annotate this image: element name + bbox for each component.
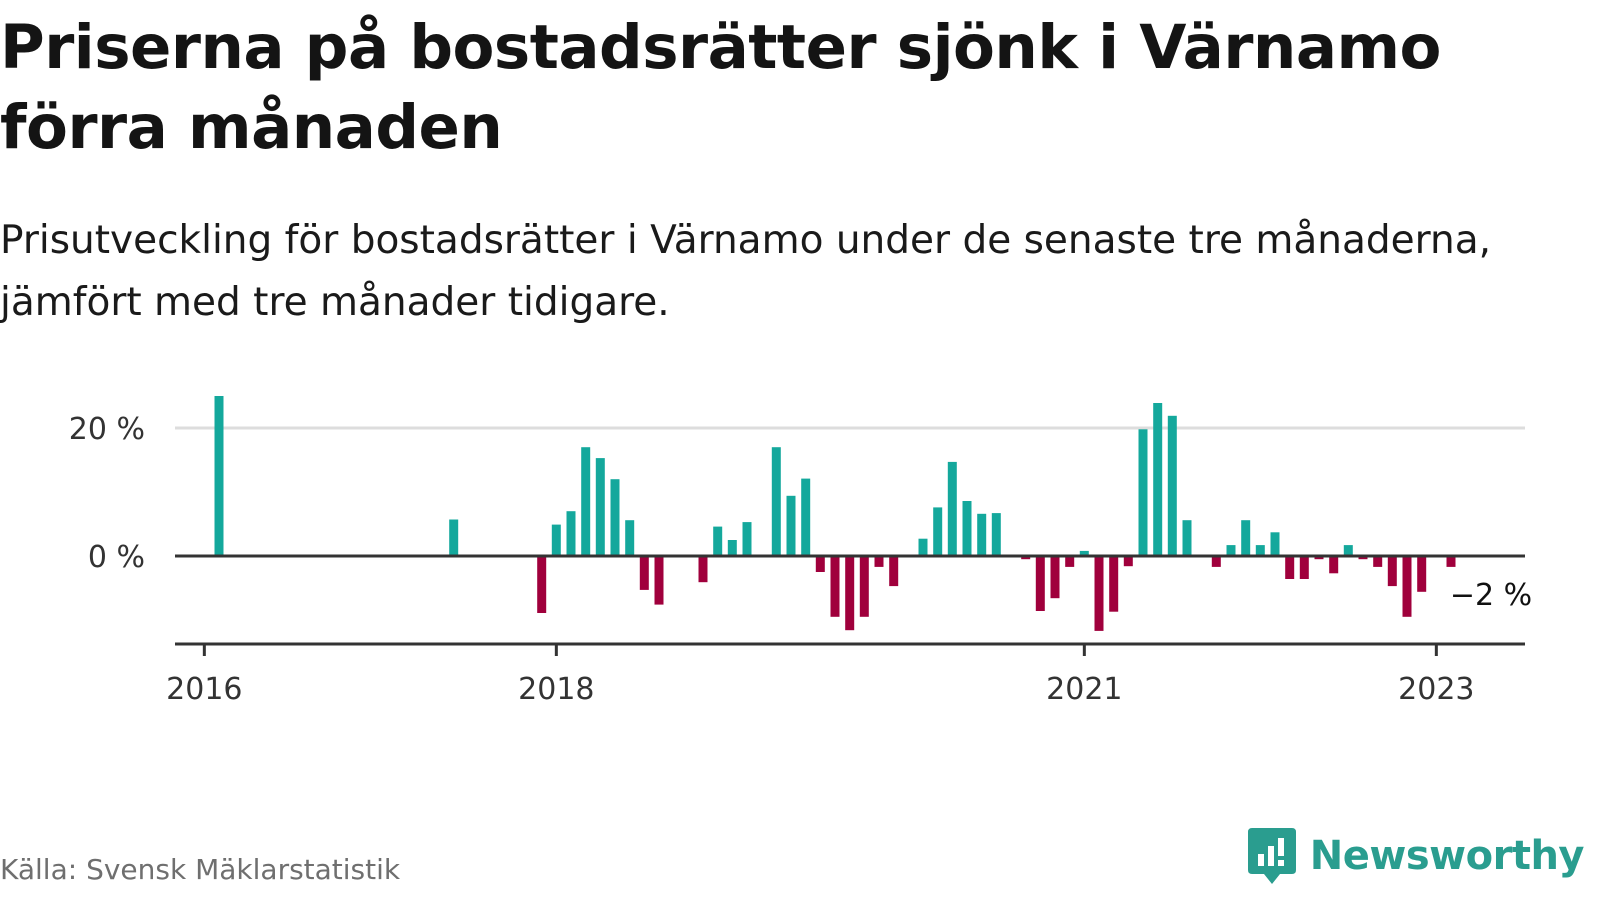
bar [874, 556, 884, 567]
bars [214, 396, 1456, 631]
bar [918, 538, 928, 556]
bar [1226, 545, 1236, 556]
bar [1329, 556, 1339, 574]
bar [551, 524, 561, 556]
bar [1417, 556, 1427, 592]
bar [1343, 545, 1353, 556]
bar [786, 495, 796, 556]
bar [566, 511, 576, 556]
x-tick-label: 2018 [518, 672, 594, 707]
bar [537, 556, 547, 613]
bar [1270, 532, 1280, 556]
bar [889, 556, 899, 587]
bar [610, 479, 620, 556]
chart-badge-icon [1247, 828, 1296, 884]
bar [639, 556, 649, 590]
x-tick-label: 2023 [1398, 672, 1474, 707]
latest-value-annotation: −2 % [1450, 578, 1532, 613]
brand-name: Newsworthy [1309, 833, 1585, 879]
bar [1446, 556, 1456, 567]
bar [991, 513, 1001, 556]
chart-subtitle: Prisutveckling för bostadsrätter i Värna… [0, 218, 1492, 325]
bar [1299, 556, 1309, 579]
bar [1109, 556, 1119, 612]
source-note: Källa: Svensk Mäklarstatistik [0, 853, 401, 886]
bar [727, 540, 737, 556]
labels: 0 % 20 % 2016 2018 2021 2023 −2 % [69, 412, 1539, 707]
bar [1358, 556, 1368, 560]
bar [1050, 556, 1060, 599]
bar [1285, 556, 1295, 579]
bar [771, 447, 781, 556]
bar [1153, 403, 1163, 556]
bar [1094, 556, 1104, 631]
bar [962, 501, 972, 556]
bar [1021, 556, 1031, 560]
bar [1314, 556, 1324, 560]
bar [1065, 556, 1075, 567]
bar [595, 458, 605, 556]
bar [801, 478, 811, 556]
bar [845, 556, 855, 631]
bar [214, 396, 224, 556]
bar [581, 447, 591, 556]
chart-title: Priserna på bostadsrätter sjönk i Värnam… [0, 12, 1441, 163]
bar [859, 556, 869, 617]
bar [1182, 520, 1192, 556]
bar [977, 513, 987, 556]
x-tick-label: 2021 [1046, 672, 1122, 707]
y-tick-label: 0 % [88, 540, 145, 575]
brand-logo[interactable]: Newsworthy [1246, 826, 1585, 886]
bar [1167, 415, 1177, 556]
bar [1402, 556, 1412, 617]
bar [947, 461, 957, 556]
y-tick-label: 20 % [69, 412, 145, 447]
bar [654, 556, 664, 605]
bar [1138, 429, 1148, 556]
bar [742, 522, 752, 556]
bar [1255, 545, 1265, 556]
bar-chart: 0 % 20 % 2016 2018 2021 2023 −2 % [69, 396, 1539, 707]
bar [698, 556, 708, 583]
x-tick-label: 2016 [166, 672, 242, 707]
bar [449, 519, 459, 556]
bar [830, 556, 840, 617]
bar [1387, 556, 1397, 587]
bar [1079, 550, 1089, 556]
bar [1123, 556, 1133, 567]
bar [713, 526, 723, 556]
annotation-background [1445, 576, 1539, 613]
bar [815, 556, 825, 572]
bar [1241, 520, 1251, 556]
bar [933, 507, 943, 556]
bar [1373, 556, 1383, 567]
bar [1035, 556, 1045, 611]
bar [1211, 556, 1221, 567]
axes [175, 554, 1525, 656]
bar [625, 520, 635, 556]
